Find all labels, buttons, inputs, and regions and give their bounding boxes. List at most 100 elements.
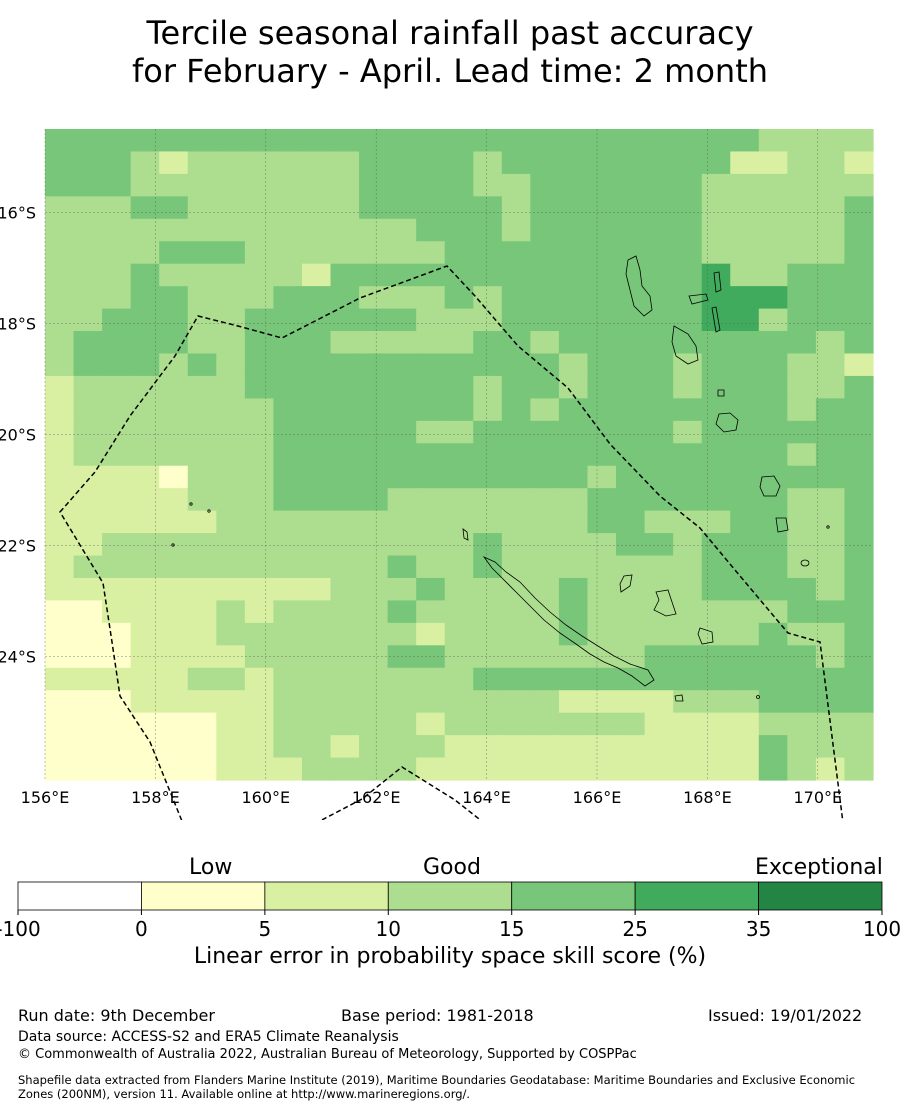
skill-cell — [187, 690, 217, 714]
skill-cell — [815, 465, 846, 489]
skill-cell — [330, 645, 360, 669]
skill-cell — [844, 488, 874, 512]
skill-cell — [473, 690, 503, 714]
skill-cell — [701, 577, 731, 602]
skill-cell — [187, 510, 217, 534]
skill-cell — [130, 622, 160, 646]
skill-cell — [102, 690, 132, 714]
skill-cell — [644, 241, 674, 265]
skill-cell — [244, 218, 275, 242]
skill-cell — [159, 218, 189, 242]
skill-cell — [330, 151, 360, 175]
colorbar-tick-label: 10 — [376, 917, 401, 940]
skill-cell — [216, 241, 246, 265]
skill-cell — [444, 488, 474, 512]
skill-cell — [416, 151, 446, 175]
skill-cell — [730, 263, 760, 287]
skill-cell — [216, 488, 246, 512]
skill-cell — [473, 712, 503, 736]
skill-cell — [73, 196, 103, 220]
skill-cell — [216, 353, 246, 377]
skill-cell — [473, 308, 503, 332]
skill-cell — [387, 375, 417, 399]
skill-cell — [244, 173, 275, 197]
skill-cell — [530, 690, 560, 714]
skill-cell — [587, 667, 617, 691]
skill-cell — [330, 173, 360, 197]
skill-cell — [815, 533, 846, 557]
skill-cell — [844, 757, 874, 781]
latitude-tick-label: 20°S — [0, 425, 36, 444]
skill-cell — [701, 129, 731, 153]
skill-cell — [159, 690, 189, 714]
skill-cell — [844, 129, 874, 153]
skill-cell — [701, 690, 731, 714]
skill-cell — [701, 308, 731, 332]
skill-cell — [501, 263, 531, 287]
skill-cell — [473, 577, 503, 602]
skill-cell — [644, 757, 674, 781]
skill-cell — [673, 510, 703, 534]
skill-cell — [473, 263, 503, 287]
skill-cell — [644, 577, 674, 602]
skill-cell — [616, 667, 646, 691]
skill-cell — [273, 151, 303, 175]
skill-cell — [730, 465, 760, 489]
skill-cell — [730, 735, 760, 759]
skill-cell — [673, 645, 703, 669]
skill-cell — [787, 712, 817, 736]
skill-cell — [187, 353, 217, 377]
skill-cell — [758, 375, 788, 399]
skill-cell — [359, 667, 389, 691]
skill-cell — [616, 712, 646, 736]
skill-cell — [730, 443, 760, 467]
skill-cell — [587, 465, 617, 489]
skill-cell — [558, 645, 589, 669]
skill-cell — [73, 443, 103, 467]
skill-cell — [787, 667, 817, 691]
skill-cell — [673, 667, 703, 691]
shapefile-credit-line-1: Shapefile data extracted from Flanders M… — [18, 1073, 856, 1087]
skill-cell — [787, 263, 817, 287]
skill-cell — [216, 622, 246, 646]
skill-cell — [273, 555, 303, 579]
skill-cell — [473, 398, 503, 422]
skill-cell — [758, 577, 788, 602]
skill-cell — [330, 488, 360, 512]
belep-island — [462, 528, 469, 541]
skill-cell — [73, 151, 103, 175]
skill-cell — [616, 577, 646, 602]
skill-cell — [301, 577, 332, 602]
skill-cell — [815, 757, 846, 781]
islands — [171, 255, 830, 702]
skill-cell — [444, 600, 474, 624]
skill-cell — [444, 129, 474, 153]
skill-cell — [416, 510, 446, 534]
skill-cell — [444, 151, 474, 175]
skill-cell — [558, 555, 589, 579]
skill-cell — [216, 555, 246, 579]
skill-cell — [644, 263, 674, 287]
vanuatu-tanna — [775, 517, 789, 533]
skill-cell — [73, 375, 103, 399]
skill-cell — [444, 712, 474, 736]
skill-cell — [45, 443, 75, 467]
skill-cell — [701, 533, 731, 557]
skill-cell — [216, 645, 246, 669]
longitude-tick-label: 156°E — [21, 788, 70, 807]
skill-cell — [616, 600, 646, 624]
vanuatu-aneityum — [800, 559, 810, 567]
skill-cell — [73, 420, 103, 444]
skill-cell — [787, 600, 817, 624]
skill-cell — [701, 735, 731, 759]
skill-cell — [644, 308, 674, 332]
skill-cell — [758, 218, 788, 242]
skill-cell — [701, 712, 731, 736]
category-low: Low — [189, 855, 233, 880]
skill-cell — [730, 690, 760, 714]
skill-cell — [473, 555, 503, 579]
skill-cell — [387, 420, 417, 444]
skill-cell — [187, 735, 217, 759]
skill-cell — [216, 577, 246, 602]
skill-cell — [159, 443, 189, 467]
